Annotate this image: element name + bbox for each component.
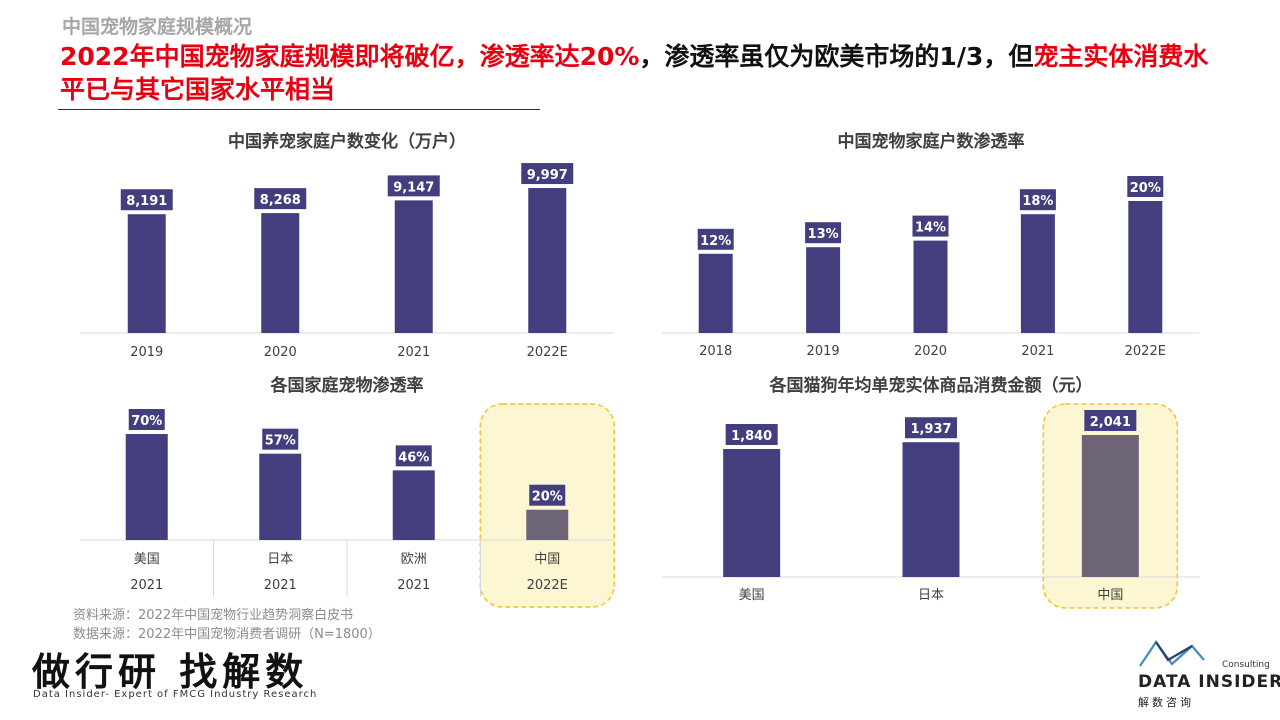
penetration_cn-category-label-4: 2022E	[1125, 344, 1166, 359]
penetration_cn-value-label-bg-2	[912, 215, 949, 237]
penetration_cn-value-label-bg-3	[1019, 189, 1056, 211]
households-value-label-1: 8,268	[260, 193, 301, 208]
households-value-label-bg-3	[521, 163, 574, 185]
households-value-label-2: 9,147	[393, 180, 434, 195]
households-value-label-bg-0	[120, 189, 173, 211]
penetration_countries-year-label-3: 2022E	[527, 578, 568, 593]
section-title: 中国宠物家庭规模概况	[62, 16, 253, 38]
logo-chinese-name: 解数咨询	[1138, 696, 1194, 709]
households-category-label-0: 2019	[130, 345, 163, 360]
penetration_cn-value-label-2: 14%	[915, 221, 946, 236]
spend-value-label-bg-2	[1084, 410, 1137, 431]
penetration_cn-category-label-3: 2021	[1021, 344, 1054, 359]
penetration_cn-category-label-1: 2019	[807, 344, 840, 359]
penetration_countries-value-label-2: 46%	[398, 450, 429, 465]
source-note-2: 数据来源：2022年中国宠物消费者调研（N=1800）	[73, 627, 381, 642]
spend-value-label-2: 2,041	[1090, 415, 1131, 430]
penetration_countries-value-label-bg-1	[262, 428, 299, 450]
source-note-1: 资料来源：2022年中国宠物行业趋势洞察白皮书	[73, 608, 354, 623]
penetration_cn-value-label-3: 18%	[1022, 194, 1053, 209]
headline-black-part: ，渗透率虽仅为欧美市场的1/3，但	[639, 42, 1034, 71]
households-category-label-1: 2020	[264, 345, 297, 360]
households-bar-1	[261, 213, 300, 333]
headline-red-part-1: 2022年中国宠物家庭规模即将破亿，渗透率达20%	[60, 42, 640, 71]
penetration_cn-value-label-0: 12%	[700, 234, 731, 249]
spend-bar-0	[723, 448, 781, 577]
households-value-label-0: 8,191	[126, 194, 167, 209]
penetration_countries-value-label-bg-0	[128, 409, 165, 430]
penetration_cn-bar-3	[1020, 214, 1055, 333]
penetration_cn-category-label-0: 2018	[699, 344, 732, 359]
households-category-label-2: 2021	[397, 345, 430, 360]
penetration_countries-bar-2	[392, 470, 435, 540]
households-value-label-3: 9,997	[527, 168, 568, 183]
penetration_countries-category-label-2: 欧洲	[401, 552, 427, 567]
headline-red-part-2: 宠主实体消费水平已与其它国家水平相当	[60, 42, 1209, 104]
penetration_cn-bar-0	[698, 253, 733, 333]
households-value-label-bg-2	[387, 175, 440, 197]
penetration_countries-year-label-2: 2021	[397, 578, 430, 593]
penetration_cn-bar-2	[913, 240, 948, 333]
households-bar-2	[394, 200, 433, 333]
penetration_cn-value-label-1: 13%	[808, 227, 839, 242]
penetration_countries-value-label-bg-2	[395, 445, 432, 467]
chart-title-households: 中国养宠家庭户数变化（万户）	[228, 132, 466, 152]
spend-value-label-1: 1,937	[910, 422, 951, 437]
households-bar-0	[127, 214, 166, 333]
penetration_cn-value-label-bg-1	[805, 222, 842, 244]
chart-title-penetration-countries: 各国家庭宠物渗透率	[270, 376, 424, 396]
penetration_countries-bar-3	[526, 509, 569, 540]
spend-bar-2	[1081, 435, 1139, 577]
spend-category-label-0: 美国	[739, 588, 765, 603]
logo-mark-icon	[1139, 640, 1205, 667]
chart-title-spend: 各国猫狗年均单宠实体商品消费金额（元）	[769, 376, 1093, 396]
penetration_countries-value-label-0: 70%	[131, 414, 162, 429]
penetration_cn-value-label-4: 20%	[1130, 181, 1161, 196]
chart-title-penetration-cn: 中国宠物家庭户数渗透率	[837, 132, 1025, 152]
logo-name: DATA INSIDER	[1138, 672, 1280, 692]
data-insider-logo: Consulting DATA INSIDER 解数咨询	[1130, 636, 1280, 716]
penetration_cn-bar-1	[806, 247, 841, 333]
spend-value-label-0: 1,840	[731, 429, 772, 444]
penetration_countries-category-label-0: 美国	[134, 552, 160, 567]
penetration_countries-value-label-1: 57%	[265, 434, 296, 449]
penetration_cn-category-label-2: 2020	[914, 344, 947, 359]
households-category-label-3: 2022E	[527, 345, 568, 360]
penetration_cn-bar-4	[1128, 201, 1163, 333]
spend-value-label-bg-0	[725, 423, 778, 445]
spend-category-label-1: 日本	[918, 588, 944, 603]
penetration_countries-value-label-bg-3	[529, 484, 566, 506]
penetration_countries-value-label-3: 20%	[532, 490, 563, 505]
households-bar-3	[528, 188, 567, 333]
penetration_countries-year-label-1: 2021	[264, 578, 297, 593]
penetration_countries-bar-0	[125, 434, 168, 540]
brand-slogan: 做行研 找解数	[32, 649, 309, 694]
spend-category-label-2: 中国	[1097, 588, 1123, 603]
spend-value-label-bg-1	[905, 417, 957, 439]
penetration_cn-value-label-bg-4	[1127, 176, 1164, 197]
penetration_countries-category-label-1: 日本	[267, 552, 293, 567]
brand-tagline: Data Insider- Expert of FMCG Industry Re…	[33, 689, 318, 700]
penetration_cn-value-label-bg-0	[697, 228, 734, 250]
households-value-label-bg-1	[254, 188, 307, 210]
penetration_countries-year-label-0: 2021	[130, 578, 163, 593]
spend-bar-1	[902, 442, 960, 577]
headline: 2022年中国宠物家庭规模即将破亿，渗透率达20%，渗透率虽仅为欧美市场的1/3…	[60, 40, 1210, 106]
logo-consulting-text: Consulting	[1222, 660, 1270, 670]
headline-underline	[58, 109, 540, 110]
penetration_countries-category-label-3: 中国	[534, 552, 560, 567]
penetration_countries-bar-1	[259, 453, 302, 540]
